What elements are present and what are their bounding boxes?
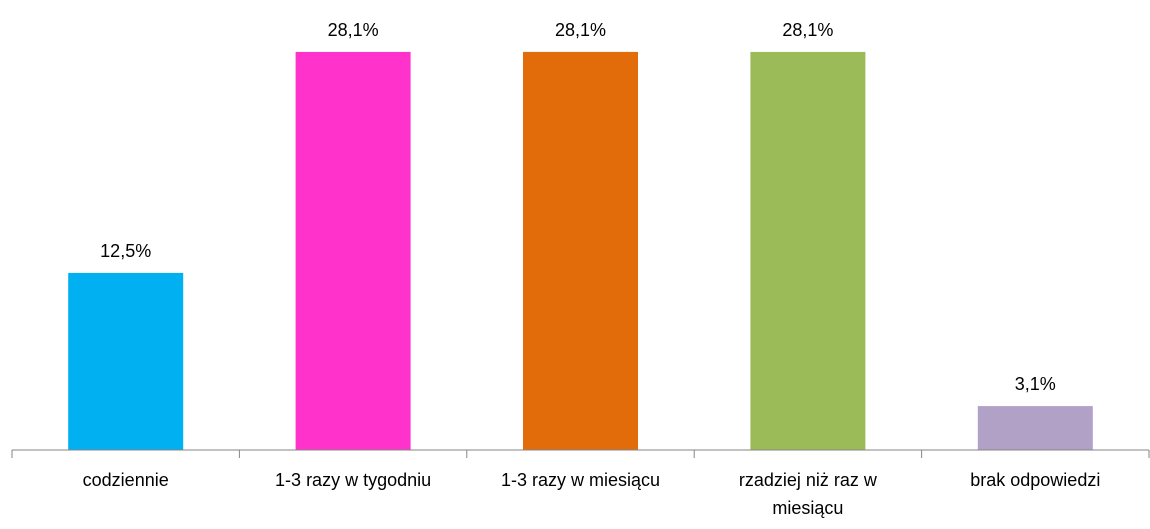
bar: [523, 51, 638, 451]
value-label: 28,1%: [782, 20, 833, 40]
bar: [977, 406, 1093, 450]
x-tick-label: 1-3 razy w miesiącu: [500, 470, 661, 490]
x-tick-label: codziennie: [82, 470, 169, 490]
value-label: 28,1%: [555, 20, 606, 40]
value-label: 28,1%: [328, 20, 379, 40]
x-tick-label: brak odpowiedzi: [970, 470, 1101, 490]
value-label: 12,5%: [100, 241, 151, 261]
value-label: 3,1%: [1015, 374, 1056, 394]
x-tick-label: 1-3 razy w tygodniu: [275, 470, 432, 490]
x-tick-label: rzadziej niż raz w miesiącu: [738, 470, 877, 518]
bar: [68, 272, 184, 450]
bar: [295, 51, 411, 451]
bar: [750, 51, 866, 451]
